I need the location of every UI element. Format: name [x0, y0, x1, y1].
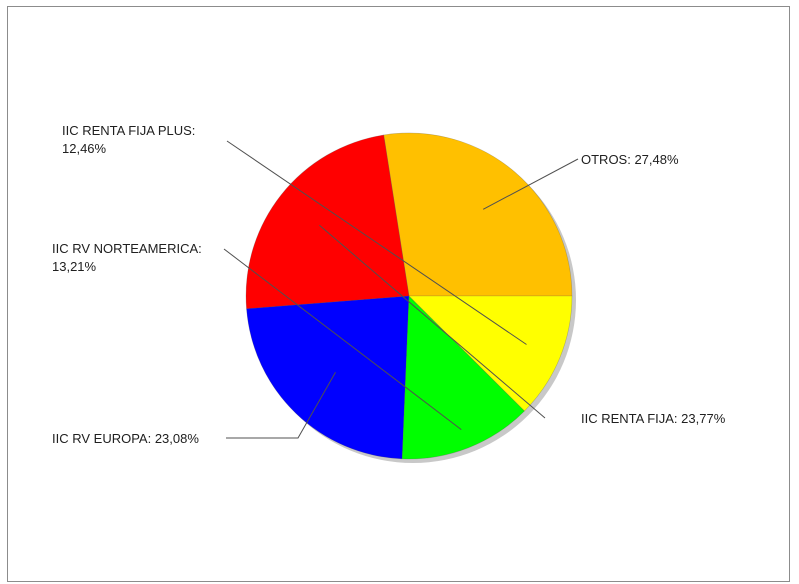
- leader-line-iic-renta-fija: [319, 224, 546, 419]
- leader-line-iic-rv-norteamerica: [223, 248, 462, 430]
- slice-label-iic-renta-fija-plus: IIC RENTA FIJA PLUS: 12,46%: [62, 123, 195, 156]
- pie-slices: [245, 132, 573, 460]
- pie-slice-otros: [383, 132, 573, 297]
- pie-slice-iic-rv-europa: [246, 295, 410, 460]
- pie-slice-iic-renta-fija: [245, 134, 410, 310]
- slice-label-iic-rv-norteamerica: IIC RV NORTEAMERICA: 13,21%: [52, 241, 202, 274]
- leader-lines: [223, 140, 579, 439]
- slice-label-otros: OTROS: 27,48%: [581, 152, 679, 167]
- pie-slice-iic-renta-fija-plus: [408, 295, 573, 412]
- slice-label-iic-rv-europa: IIC RV EUROPA: 23,08%: [52, 431, 199, 446]
- leader-line-iic-renta-fija-plus: [226, 140, 527, 345]
- slice-label-iic-renta-fija: IIC RENTA FIJA: 23,77%: [581, 411, 726, 426]
- leader-line-iic-rv-europa: [226, 372, 336, 439]
- pie-slice-iic-rv-norteamerica: [401, 295, 525, 460]
- leader-line-otros: [482, 158, 579, 210]
- slice-labels: OTROS: 27,48% IIC RENTA FIJA: 23,77% IIC R…: [52, 123, 726, 446]
